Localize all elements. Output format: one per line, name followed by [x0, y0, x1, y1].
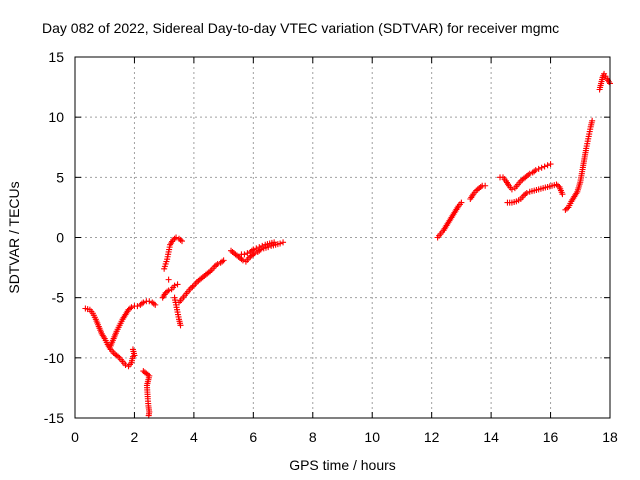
data-point	[165, 287, 172, 294]
data-point	[241, 251, 248, 258]
data-point	[146, 298, 153, 305]
y-axis-label: SDTVAR / TECUs	[6, 181, 22, 293]
y-tick-label: -10	[44, 350, 64, 366]
y-tick-label: 0	[56, 230, 64, 246]
data-point	[259, 242, 266, 249]
data-point	[526, 170, 533, 177]
data-point	[250, 246, 257, 253]
x-tick-label: 14	[483, 429, 499, 445]
data-point	[131, 352, 138, 359]
data-point	[140, 299, 147, 306]
y-tick-labels: -15 -10 -5 0 5 10 15	[44, 49, 64, 426]
data-point	[544, 162, 551, 169]
data-points	[82, 70, 613, 419]
data-point	[538, 164, 545, 171]
y-tick-label: 10	[48, 109, 64, 125]
data-point	[589, 117, 596, 124]
data-point	[189, 283, 196, 290]
data-point	[458, 199, 465, 206]
data-point	[152, 301, 159, 308]
data-point	[165, 276, 172, 283]
data-point	[122, 362, 129, 369]
data-point	[239, 257, 246, 264]
data-point	[214, 260, 221, 267]
data-point	[174, 281, 181, 288]
x-tick-label: 10	[364, 429, 380, 445]
x-tick-label: 18	[602, 429, 618, 445]
data-point	[541, 163, 548, 170]
data-point	[177, 322, 184, 329]
data-point	[134, 303, 141, 310]
data-point	[523, 189, 530, 196]
data-point	[179, 238, 185, 245]
data-point	[508, 186, 515, 193]
x-tick-label: 2	[131, 429, 139, 445]
x-tick-label: 16	[543, 429, 559, 445]
data-point	[220, 257, 227, 264]
x-tick-label: 8	[309, 429, 317, 445]
x-tick-label: 4	[190, 429, 198, 445]
chart-title: Day 082 of 2022, Sidereal Day-to-day VTE…	[42, 20, 559, 36]
x-tick-label: 12	[424, 429, 440, 445]
y-tick-label: -15	[44, 410, 64, 426]
data-point	[482, 182, 489, 189]
data-point	[171, 282, 178, 289]
data-point	[253, 245, 260, 252]
data-point	[271, 239, 278, 246]
data-point	[277, 240, 284, 247]
x-tick-label: 0	[71, 429, 79, 445]
data-point	[280, 239, 287, 246]
data-point	[128, 304, 135, 311]
data-point	[547, 161, 554, 168]
data-point	[559, 191, 566, 198]
x-tick-label: 6	[249, 429, 257, 445]
grid-lines	[75, 57, 610, 418]
x-axis-label: GPS time / hours	[289, 457, 396, 473]
data-point	[256, 244, 263, 251]
data-point	[532, 167, 539, 174]
data-point	[173, 234, 180, 241]
data-point	[535, 165, 542, 172]
y-tick-label: -5	[52, 290, 65, 306]
data-point	[244, 250, 251, 257]
y-tick-label: 15	[48, 49, 64, 65]
plot-frame	[74, 56, 611, 419]
x-tick-labels: 0 2 4 6 8 10 12 14 16 18	[71, 429, 618, 445]
y-tick-label: 5	[56, 169, 64, 185]
